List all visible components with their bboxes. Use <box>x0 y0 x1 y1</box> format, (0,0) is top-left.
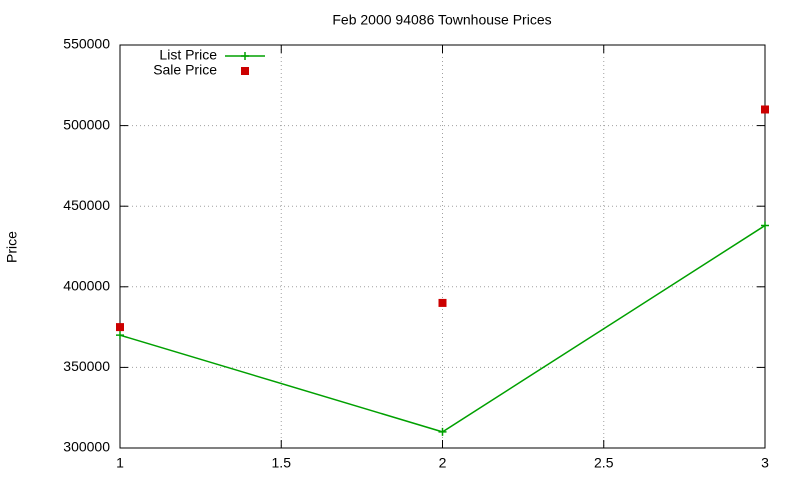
x-tick-label: 3 <box>761 455 769 471</box>
x-tick-label: 1 <box>116 455 124 471</box>
point <box>761 221 769 230</box>
x-tick-label: 2.5 <box>594 455 614 471</box>
x-tick-label: 2 <box>439 455 447 471</box>
y-tick-label: 400000 <box>63 278 110 294</box>
y-tick-label: 350000 <box>63 358 110 374</box>
y-tick-label: 450000 <box>63 197 110 213</box>
chart-title: Feb 2000 94086 Townhouse Prices <box>332 12 551 28</box>
legend-label: List Price <box>159 47 217 63</box>
point <box>116 331 124 340</box>
x-tick-label: 1.5 <box>272 455 292 471</box>
point <box>438 427 447 436</box>
y-axis-label: Price <box>4 231 20 263</box>
plot-border <box>119 44 766 449</box>
y-tick-label: 500000 <box>63 116 110 132</box>
y-tick-label: 550000 <box>63 36 110 52</box>
point <box>116 323 124 332</box>
y-tick-label: 300000 <box>63 439 110 455</box>
point <box>438 298 447 307</box>
legend-marker <box>241 67 249 75</box>
legend-label: Sale Price <box>153 62 217 78</box>
point <box>761 105 769 114</box>
legend-marker <box>241 52 249 60</box>
